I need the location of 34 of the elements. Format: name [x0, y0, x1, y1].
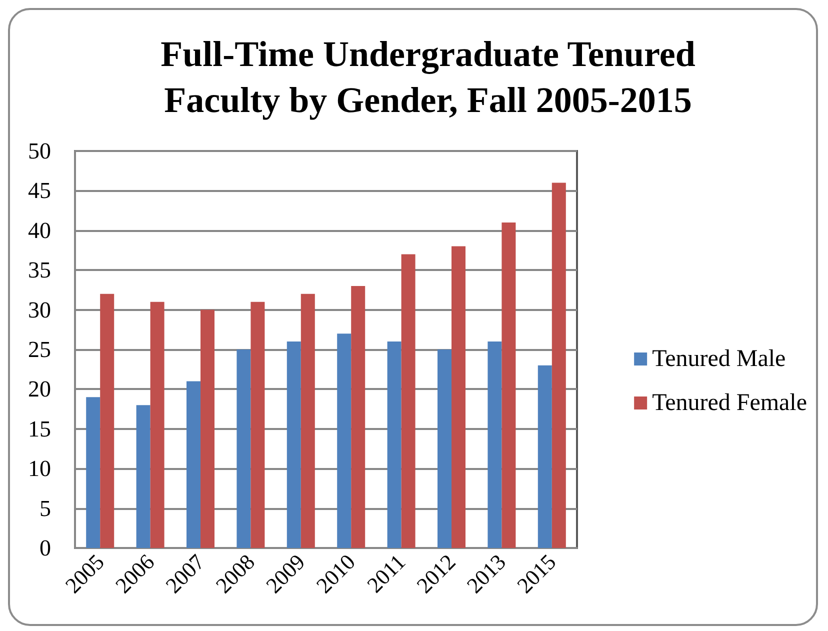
- bar: [452, 246, 466, 548]
- bar: [488, 342, 502, 548]
- y-tick-label: 30: [28, 297, 51, 322]
- y-tick-label: 10: [28, 456, 51, 482]
- legend-label: Tenured Male: [652, 346, 786, 372]
- bar: [100, 294, 114, 548]
- bar: [200, 310, 214, 548]
- bar: [438, 350, 452, 548]
- bar: [401, 254, 416, 548]
- y-tick-label: 5: [40, 496, 51, 521]
- bar: [502, 222, 516, 548]
- bar: [250, 302, 265, 548]
- bar: [286, 342, 301, 548]
- bar: [150, 302, 164, 548]
- y-tick-label: 40: [28, 218, 51, 243]
- y-tick-label: 35: [28, 258, 51, 283]
- bar: [351, 286, 366, 548]
- bar: [186, 381, 200, 548]
- bar: [552, 182, 566, 548]
- bar: [337, 334, 352, 548]
- legend-label: Tenured Female: [652, 390, 807, 416]
- y-tick-label: 50: [28, 138, 51, 164]
- chart-title: Full-Time Undergraduate Tenured Faculty by Gender, Fall 2005-2015: [160, 34, 696, 120]
- bar: [136, 405, 150, 548]
- bar: [86, 397, 100, 548]
- y-tick-label: 15: [28, 416, 51, 442]
- y-tick-label: 0: [40, 536, 51, 560]
- bar: [236, 350, 251, 548]
- y-tick-label: 45: [28, 178, 51, 204]
- bar: [538, 365, 552, 548]
- bar: [387, 342, 402, 548]
- y-tick-label: 25: [28, 337, 51, 362]
- y-tick-label: 20: [28, 376, 51, 402]
- bar: [300, 294, 315, 548]
